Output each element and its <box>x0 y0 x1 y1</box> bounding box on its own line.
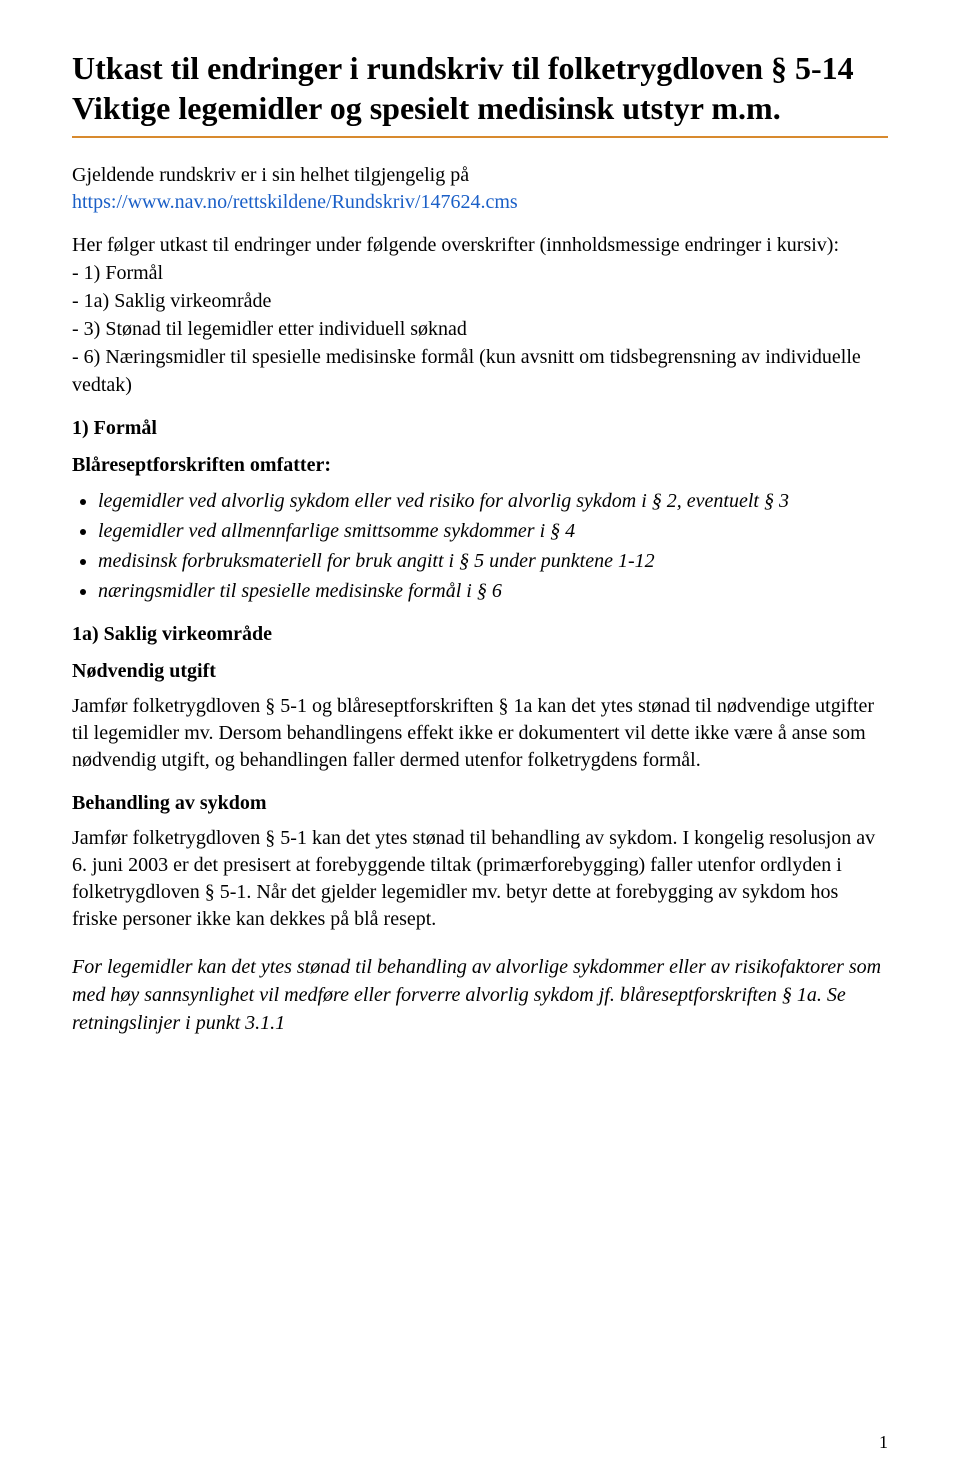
page-number: 1 <box>879 1432 888 1453</box>
section-1a-paragraph-2: Jamfør folketrygdloven § 5-1 kan det yte… <box>72 825 888 933</box>
list-item: legemidler ved allmennfarlige smittsomme… <box>98 517 888 545</box>
section-1-bullets: legemidler ved alvorlig sykdom eller ved… <box>72 487 888 605</box>
section-1-lead: Blåreseptforskriften omfatter: <box>72 454 888 477</box>
lead-text: Her følger utkast til endringer under fø… <box>72 232 888 259</box>
list-item: medisinsk forbruksmateriell for bruk ang… <box>98 547 888 575</box>
toc-item: - 3) Stønad til legemidler etter individ… <box>72 315 888 343</box>
section-1a-sub1: Nødvendig utgift <box>72 660 888 683</box>
document-page: Utkast til endringer i rundskriv til fol… <box>0 0 960 1483</box>
section-1a-paragraph-1: Jamfør folketrygdloven § 5-1 og blåresep… <box>72 693 888 774</box>
toc-list: - 1) Formål - 1a) Saklig virkeområde - 3… <box>72 259 888 399</box>
section-1a-sub2: Behandling av sykdom <box>72 792 888 815</box>
title-divider <box>72 136 888 138</box>
list-item: næringsmidler til spesielle medisinske f… <box>98 577 888 605</box>
section-1-heading: 1) Formål <box>72 417 888 440</box>
intro-text: Gjeldende rundskriv er i sin helhet tilg… <box>72 162 888 189</box>
toc-item: - 6) Næringsmidler til spesielle medisin… <box>72 343 888 399</box>
list-item: legemidler ved alvorlig sykdom eller ved… <box>98 487 888 515</box>
toc-item: - 1) Formål <box>72 259 888 287</box>
toc-item: - 1a) Saklig virkeområde <box>72 287 888 315</box>
section-1a-heading: 1a) Saklig virkeområde <box>72 623 888 646</box>
section-1a-paragraph-3: For legemidler kan det ytes stønad til b… <box>72 953 888 1037</box>
page-title: Utkast til endringer i rundskriv til fol… <box>72 48 888 128</box>
source-link[interactable]: https://www.nav.no/rettskildene/Rundskri… <box>72 191 518 213</box>
